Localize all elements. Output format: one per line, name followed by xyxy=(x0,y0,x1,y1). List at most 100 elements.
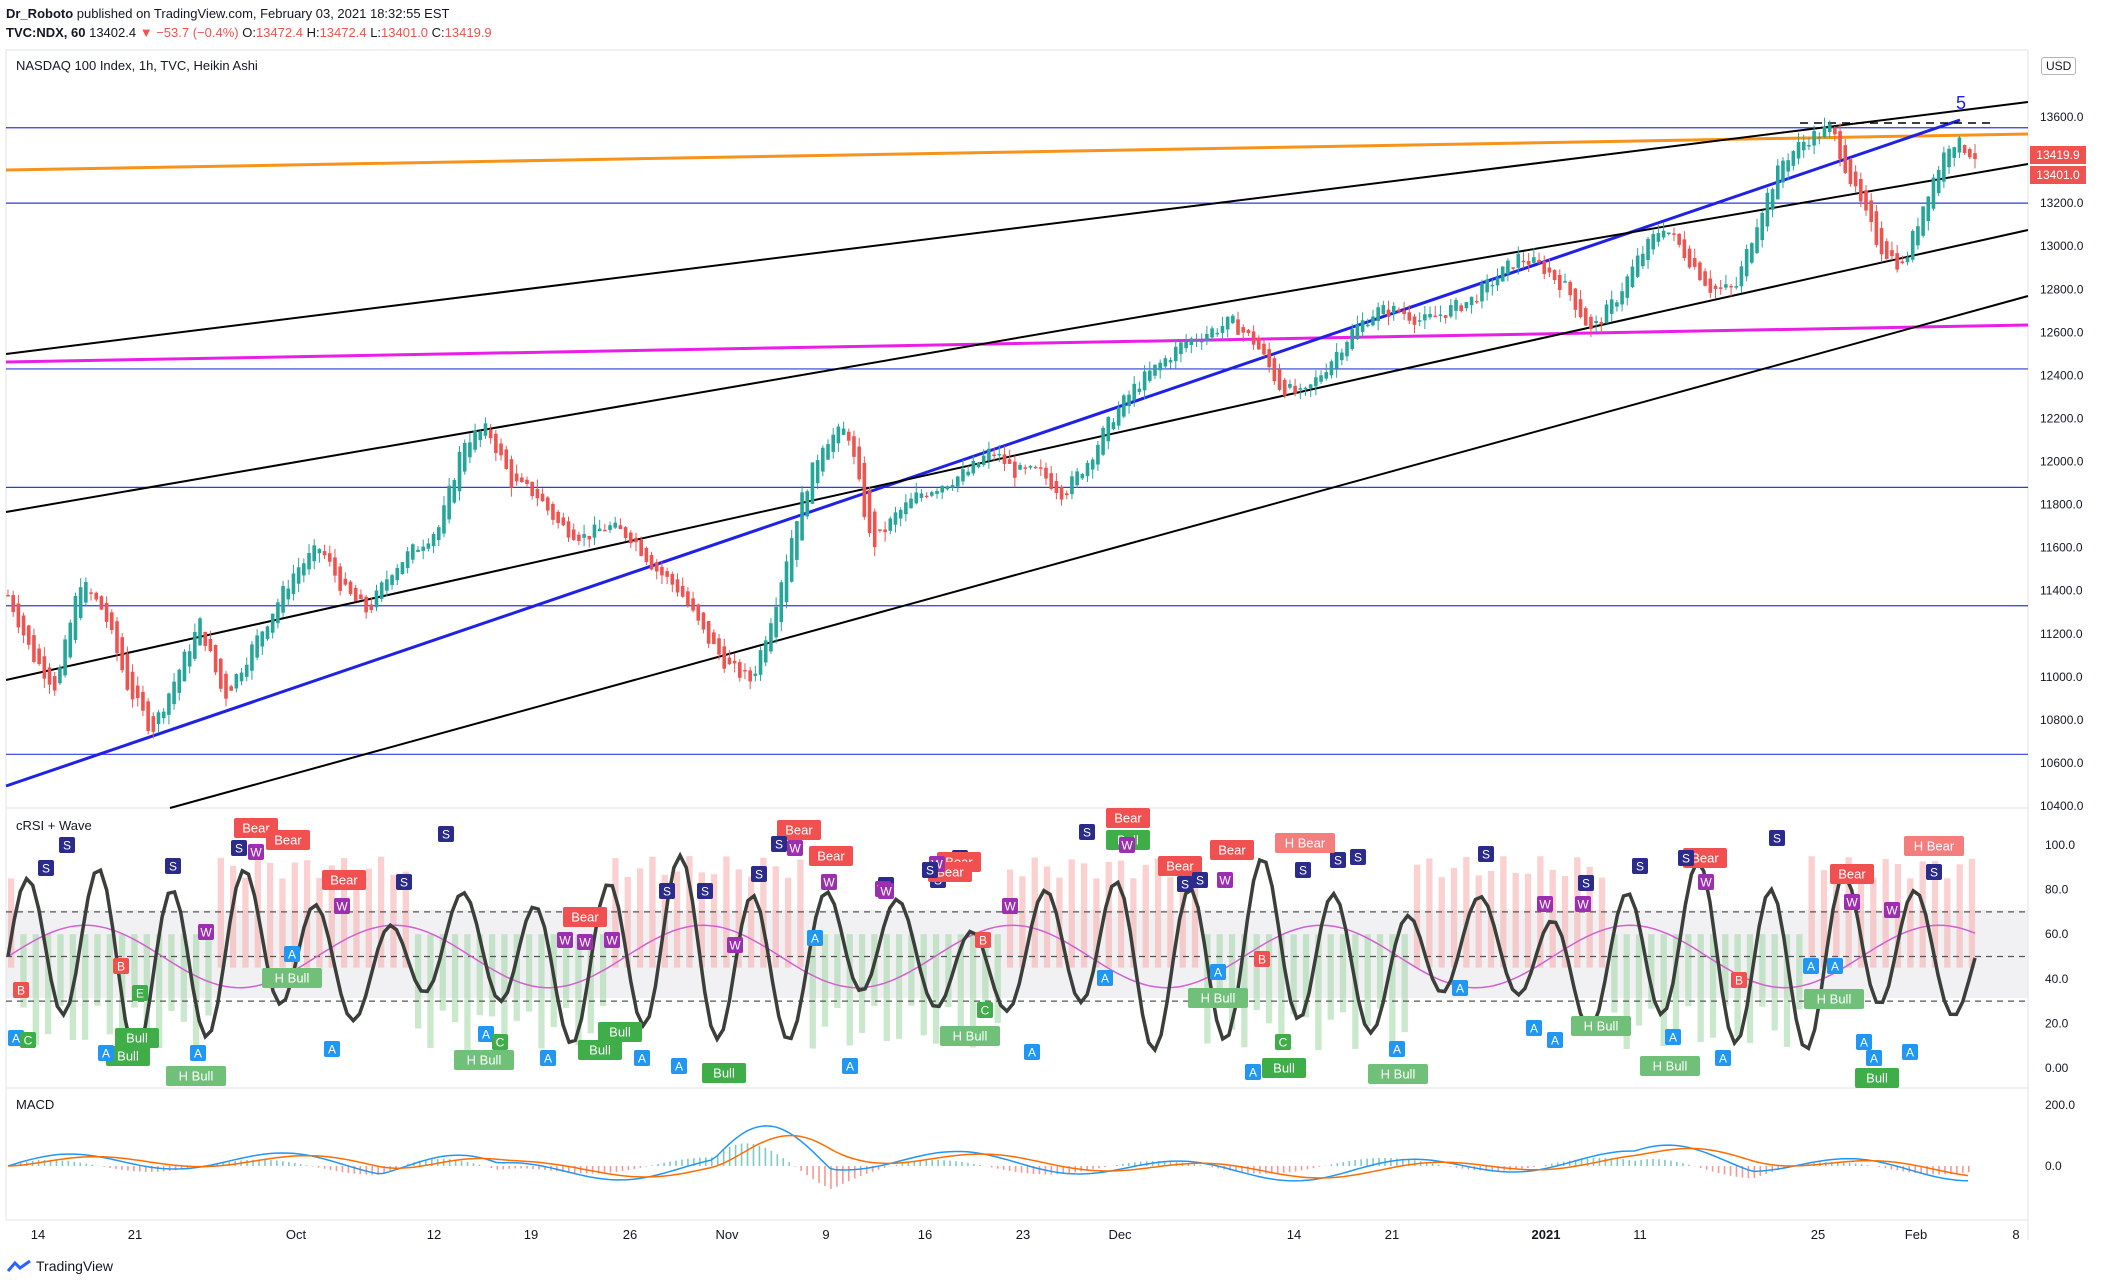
macd-hist-bar xyxy=(532,1166,534,1169)
candle-body xyxy=(1428,313,1432,318)
candle-body xyxy=(1236,319,1240,335)
candle-body xyxy=(348,581,353,595)
crsi-marker-label: S xyxy=(400,876,408,890)
macd-hist-bar xyxy=(1342,1162,1345,1166)
macd-hist-bar xyxy=(573,1166,576,1173)
orange-trendline xyxy=(5,132,2029,172)
candle-body xyxy=(784,561,789,603)
candle-body xyxy=(680,585,685,597)
candles[interactable] xyxy=(6,117,1977,739)
candle-body xyxy=(47,667,52,685)
candle-body xyxy=(597,528,602,532)
macd-hist-bar xyxy=(1717,1166,1720,1174)
macd-hist-bar xyxy=(103,1166,105,1167)
macd-histogram xyxy=(13,1143,1970,1189)
macd-hist-bar xyxy=(1676,1161,1678,1166)
candle-body xyxy=(556,511,560,523)
crsi-marker-bg xyxy=(878,883,894,899)
macd-hist-bar xyxy=(1056,1166,1059,1175)
price-axis[interactable]: 13600.013400.013200.013000.012800.012600… xyxy=(2040,110,2084,813)
currency-badge[interactable]: USD xyxy=(2041,57,2077,75)
candle-body xyxy=(1968,149,1972,158)
candle-body xyxy=(883,529,887,533)
candle-body xyxy=(623,527,628,538)
tradingview-logo[interactable]: TradingView xyxy=(6,1258,113,1274)
candle-body xyxy=(1386,309,1391,317)
candle-body xyxy=(1054,481,1059,493)
candle-body xyxy=(955,476,960,487)
candle-body xyxy=(649,554,654,570)
candle-body xyxy=(914,492,919,504)
candle-body xyxy=(1563,281,1567,283)
high-value: 13472.4 xyxy=(319,25,367,40)
crsi-band-segment xyxy=(1154,858,1162,968)
macd-hist-bar xyxy=(836,1166,838,1187)
time-axis[interactable]: 14 21 Oct 12 19 26 Nov 9 16 23 Dec 14 21 2021 11 25 Feb 8 xyxy=(31,1227,2020,1242)
crsi-marker-label: W xyxy=(336,900,348,914)
candle-body xyxy=(1921,206,1925,236)
crsi-band-segment xyxy=(698,872,705,968)
crsi-marker-label: W xyxy=(559,934,571,948)
crsi-marker-label: H Bull xyxy=(1201,991,1236,1006)
crsi-marker-label: H Bull xyxy=(1817,992,1852,1007)
candle-body xyxy=(1542,261,1547,274)
candle-body xyxy=(571,529,576,540)
candle-body xyxy=(872,511,877,548)
crsi-marker-label: B xyxy=(1735,974,1743,988)
candle-body xyxy=(1526,260,1531,265)
crsi-band-segment xyxy=(1339,934,1347,1013)
price-tags: 13419.9 13401.0 xyxy=(2030,146,2086,184)
candle-body xyxy=(296,567,301,584)
candle-body xyxy=(1220,326,1225,333)
candle-body xyxy=(1106,416,1111,442)
candle-body xyxy=(1495,277,1500,286)
publisher-name[interactable]: Dr_Roboto xyxy=(6,6,74,21)
macd-hist-bar xyxy=(883,1166,886,1168)
macd-hist-bar xyxy=(639,1166,642,1168)
macd-hist-bar xyxy=(1926,1166,1928,1175)
crsi-band-segment xyxy=(1179,868,1186,968)
candle-body xyxy=(665,571,669,577)
candle-body xyxy=(717,638,721,655)
crsi-marker-label: A xyxy=(482,1028,490,1042)
candle-body xyxy=(405,551,410,569)
macd-hist-bar xyxy=(1068,1166,1071,1174)
time-tick-label: 19 xyxy=(524,1227,538,1242)
crsi-band-segment xyxy=(1463,856,1470,968)
candle-body xyxy=(701,612,706,630)
crsi-marker-bg xyxy=(38,860,54,876)
candle-body xyxy=(1568,281,1572,296)
macd-signal-line xyxy=(7,1134,1969,1179)
candle-body xyxy=(582,534,586,538)
macd-hist-bar xyxy=(317,1166,320,1168)
macd-hist-bar xyxy=(174,1166,177,1171)
crsi-marker-bg xyxy=(1245,1064,1261,1080)
candle-body xyxy=(447,485,451,520)
crsi-marker-bg xyxy=(1452,980,1468,996)
crsi-tick-label: 0.00 xyxy=(2045,1061,2069,1075)
candle-body xyxy=(1329,361,1334,376)
candle-body xyxy=(343,578,348,585)
candle-body xyxy=(1443,315,1448,318)
candle-body xyxy=(1044,467,1048,479)
crsi-marker-label: H Bull xyxy=(1381,1067,1416,1082)
crsi-marker-label: B xyxy=(17,984,25,998)
crsi-marker-bg xyxy=(1902,1044,1918,1060)
crsi-marker-label: Bear xyxy=(1218,843,1246,858)
crsi-band-segment xyxy=(205,934,212,1016)
crsi-band-segment xyxy=(1833,875,1840,968)
candle-body xyxy=(338,566,342,591)
candle-body xyxy=(976,462,981,468)
crsi-marker-label: A xyxy=(1249,1066,1257,1080)
symbol-label[interactable]: TVC:NDX, 60 xyxy=(6,25,86,40)
macd-hist-bar xyxy=(728,1146,731,1166)
macd-hist-bar xyxy=(967,1162,969,1166)
candle-body xyxy=(1194,340,1199,342)
candle-body xyxy=(1267,349,1271,368)
candle-body xyxy=(488,429,493,439)
crsi-marker-bg xyxy=(266,830,310,850)
crsi-band-segment xyxy=(439,934,446,1011)
candle-body xyxy=(805,491,810,517)
macd-hist-bar xyxy=(1932,1166,1934,1175)
